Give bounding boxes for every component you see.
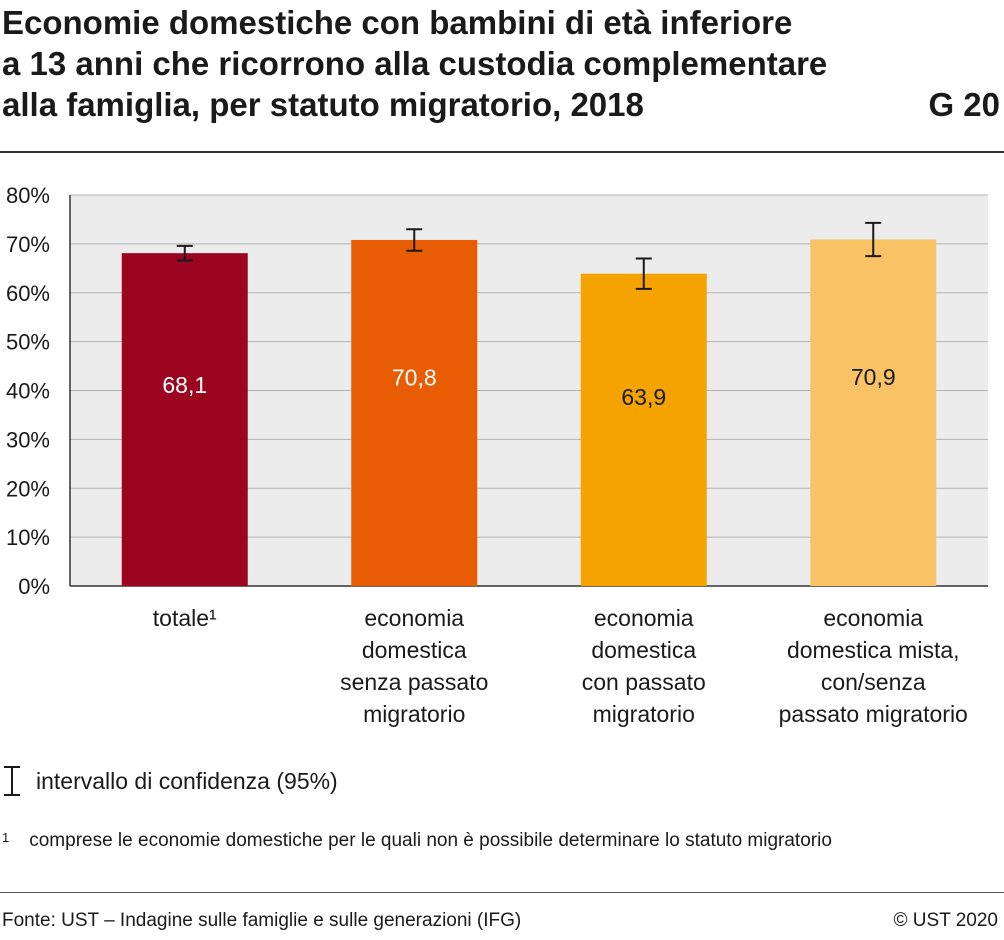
x-tick-label: senza passato xyxy=(340,669,488,695)
y-tick-label: 10% xyxy=(6,525,50,550)
y-tick-label: 30% xyxy=(6,427,50,452)
footnote-text: comprese le economie domestiche per le q… xyxy=(29,830,832,851)
data-label: 68,1 xyxy=(162,372,207,398)
graphic-code: G 20 xyxy=(928,86,1000,123)
x-tick-label: con/senza xyxy=(821,669,926,695)
y-tick-label: 0% xyxy=(18,574,50,599)
y-tick-label: 80% xyxy=(6,183,50,208)
legend: intervallo di confidenza (95%) xyxy=(2,763,338,799)
y-tick-label: 60% xyxy=(6,281,50,306)
footnote: 1 comprese le economie domestiche per le … xyxy=(2,830,832,852)
x-tick-label: domestica xyxy=(362,637,467,663)
data-label: 63,9 xyxy=(621,384,666,410)
x-tick-label: migratorio xyxy=(363,701,465,727)
bar-chart: 0% 10% 20% 30% 40% 50% 60% 70% 80% 68,1 totale¹ 70,… xyxy=(6,183,988,727)
bar xyxy=(580,273,707,586)
chart-title: Economie domestiche con bambini di età i… xyxy=(2,4,828,123)
y-tick-label: 70% xyxy=(6,232,50,257)
x-tick-label: domestica xyxy=(591,637,696,663)
bar xyxy=(351,239,478,586)
x-tick-label: totale¹ xyxy=(153,605,217,631)
y-tick-label: 50% xyxy=(6,330,50,355)
x-tick-label: domestica mista, xyxy=(787,637,960,663)
bar xyxy=(810,239,937,586)
x-tick-label: economia xyxy=(823,605,923,631)
legend-label: intervallo di confidenza (95%) xyxy=(36,767,338,794)
x-tick-label: passato migratorio xyxy=(779,701,968,727)
y-tick-label: 40% xyxy=(6,379,50,404)
bottom-divider xyxy=(0,892,1004,893)
x-tick-label: migratorio xyxy=(593,701,695,727)
confidence-interval-icon xyxy=(4,766,20,796)
x-tick-label: con passato xyxy=(582,669,706,695)
source-text: Fonte: UST – Indagine sulle famiglie e s… xyxy=(2,910,522,931)
y-tick-label: 20% xyxy=(6,476,50,501)
footnote-mark: 1 xyxy=(2,830,10,845)
x-tick-label: economia xyxy=(594,605,694,631)
top-divider xyxy=(0,151,1004,153)
bar xyxy=(121,253,248,586)
data-label: 70,9 xyxy=(851,364,896,390)
copyright-text: © UST 2020 xyxy=(893,910,998,931)
data-label: 70,8 xyxy=(392,364,437,390)
x-tick-label: economia xyxy=(364,605,464,631)
